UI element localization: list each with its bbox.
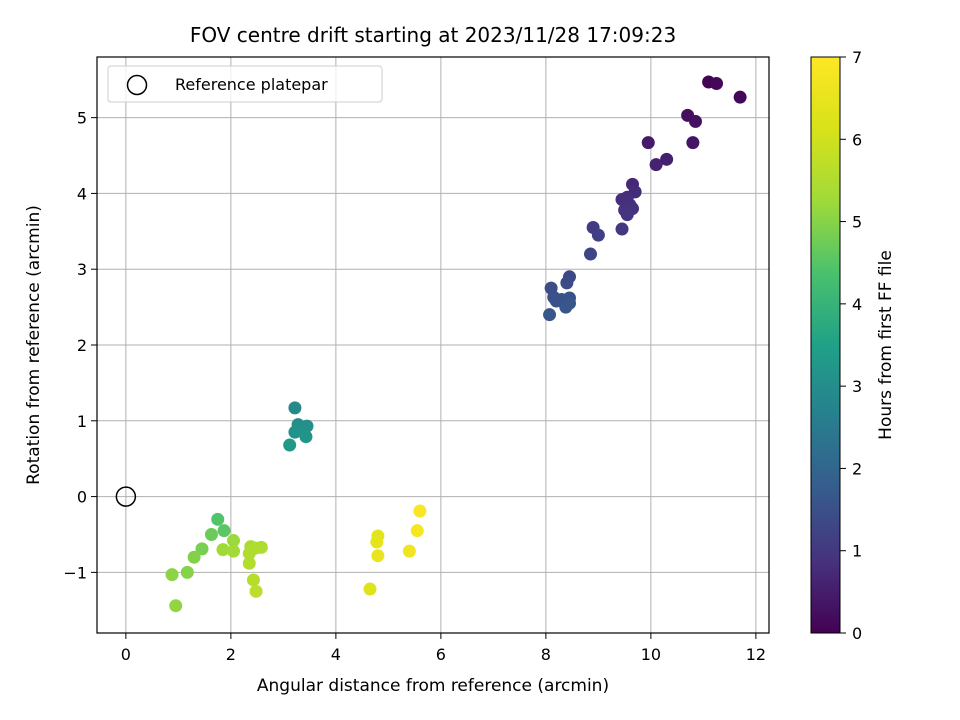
data-point [660,152,674,166]
y-tick-label: 2 [77,336,87,355]
data-point [543,308,557,322]
colorbar-ticks: 0 1 2 3 4 5 6 7 [840,48,862,643]
data-point [620,208,634,222]
data-point [211,512,225,526]
data-point [370,535,384,549]
x-axis-label: Angular distance from reference (arcmin) [257,676,609,696]
y-tick-label: 1 [77,412,87,431]
data-point [363,582,377,596]
colorbar-tick-label: 5 [852,213,862,232]
data-point [733,90,747,104]
data-point [216,543,230,557]
x-axis-ticks: 0 2 4 6 8 10 12 [121,633,766,664]
data-point [242,546,256,560]
data-point [649,158,663,172]
reference-platepar-marker [115,486,137,507]
y-tick-label: 3 [77,260,87,279]
data-point [204,527,218,541]
data-point [227,544,240,558]
data-point [299,430,313,444]
x-tick-label: 6 [436,645,446,664]
data-point [283,438,297,452]
y-tick-label: 5 [77,109,87,128]
data-point [227,534,240,548]
y-tick-label: 4 [77,184,87,203]
data-point [559,300,573,314]
data-point [591,228,605,242]
data-point [402,544,416,558]
data-point [410,524,424,538]
x-tick-label: 0 [121,645,131,664]
colorbar: 0 1 2 3 4 5 6 7 Hours from first FF file [810,48,896,643]
data-point [195,542,209,556]
data-point [615,222,629,236]
legend-marker [126,74,148,96]
data-point [246,573,260,587]
data-point [371,549,385,563]
colorbar-tick-label: 2 [852,459,862,478]
data-point [180,565,194,579]
data-point [710,77,723,91]
data-point [288,425,302,439]
colorbar-tick-label: 7 [852,48,862,67]
colorbar-tick-label: 4 [852,295,862,314]
x-tick-label: 12 [746,645,766,664]
data-point [641,136,655,150]
grid-lines [97,57,769,633]
data-point [686,136,700,150]
data-points [165,75,747,613]
reference-marker-group [115,486,137,507]
data-point [288,401,302,415]
colorbar-tick-label: 0 [852,624,862,643]
colorbar-tick-label: 3 [852,377,862,396]
x-tick-label: 10 [641,645,661,664]
data-point [249,584,263,598]
x-tick-label: 4 [331,645,341,664]
data-point [242,556,256,570]
y-tick-label: 0 [77,488,87,507]
data-point [165,568,179,582]
x-tick-label: 2 [226,645,236,664]
x-tick-label: 8 [541,645,551,664]
data-point [187,550,201,564]
colorbar-gradient [810,56,841,634]
colorbar-label: Hours from first FF file [876,250,896,440]
data-point [584,247,597,261]
data-point [560,276,574,290]
data-point [217,524,231,538]
y-axis-ticks: −1 0 1 2 3 4 5 [63,109,97,582]
chart-title: FOV centre drift starting at 2023/11/28 … [190,23,676,47]
legend-label: Reference platepar [175,75,328,94]
legend: Reference platepar [107,65,383,103]
y-tick-label: −1 [63,563,87,582]
y-axis-label: Rotation from reference (arcmin) [24,205,44,485]
data-point [413,504,427,518]
colorbar-tick-label: 6 [852,130,862,149]
legend-box [107,65,383,103]
data-point [169,599,183,613]
colorbar-tick-label: 1 [852,542,862,561]
data-point [689,114,702,128]
